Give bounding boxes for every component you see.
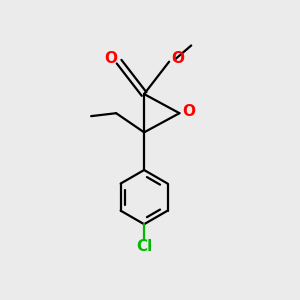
Text: O: O <box>172 51 184 66</box>
Text: Cl: Cl <box>136 239 152 254</box>
Text: O: O <box>104 51 117 66</box>
Text: O: O <box>182 104 195 119</box>
